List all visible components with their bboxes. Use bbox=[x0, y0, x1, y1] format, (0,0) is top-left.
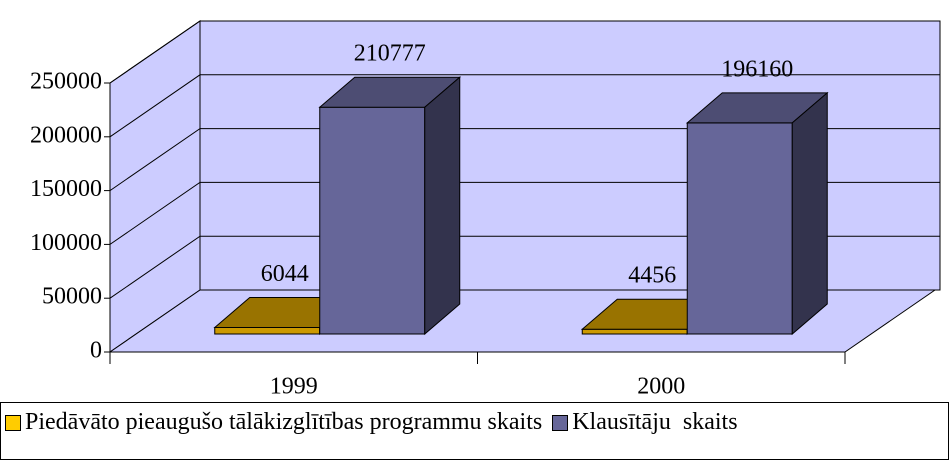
bar-side bbox=[424, 76, 461, 336]
legend-swatch bbox=[5, 414, 21, 431]
legend-item: Klausītāju skaits bbox=[552, 409, 738, 436]
y-tick-label: 150000 bbox=[30, 176, 102, 202]
bar-front bbox=[686, 122, 793, 335]
y-tick-label: 50000 bbox=[42, 284, 102, 310]
y-tick-label: 0 bbox=[90, 338, 102, 364]
data-label: 210777 bbox=[354, 41, 426, 67]
legend-swatch bbox=[552, 414, 569, 431]
grid-line bbox=[109, 74, 940, 138]
x-tick-label: 2000 bbox=[637, 374, 685, 400]
y-tick-label: 200000 bbox=[30, 122, 102, 148]
data-label: 6044 bbox=[261, 261, 309, 287]
legend-label: Klausītāju skaits bbox=[572, 409, 738, 435]
chart: 0 50000 100000 150000 200000 250000 1999 6044 21… bbox=[30, 20, 941, 400]
legend: Piedāvāto pieaugušo tālākizglītības prog… bbox=[0, 402, 949, 460]
data-label: 196160 bbox=[721, 56, 793, 82]
x-tick-label: 1999 bbox=[270, 374, 318, 400]
bar-side bbox=[791, 91, 828, 336]
bar-front bbox=[214, 326, 321, 335]
grid-line bbox=[109, 20, 940, 84]
y-tick-label: 100000 bbox=[30, 230, 102, 256]
bar-front bbox=[319, 106, 426, 335]
legend-label: Piedāvāto pieaugušo tālākizglītības prog… bbox=[25, 409, 543, 435]
back-wall bbox=[199, 20, 941, 291]
y-tick-label: 250000 bbox=[30, 69, 102, 95]
bar-front bbox=[581, 328, 688, 335]
page: 0 50000 100000 150000 200000 250000 1999 6044 21… bbox=[0, 20, 949, 460]
legend-item: Piedāvāto pieaugušo tālākizglītības prog… bbox=[5, 409, 542, 436]
data-label: 4456 bbox=[628, 263, 676, 289]
